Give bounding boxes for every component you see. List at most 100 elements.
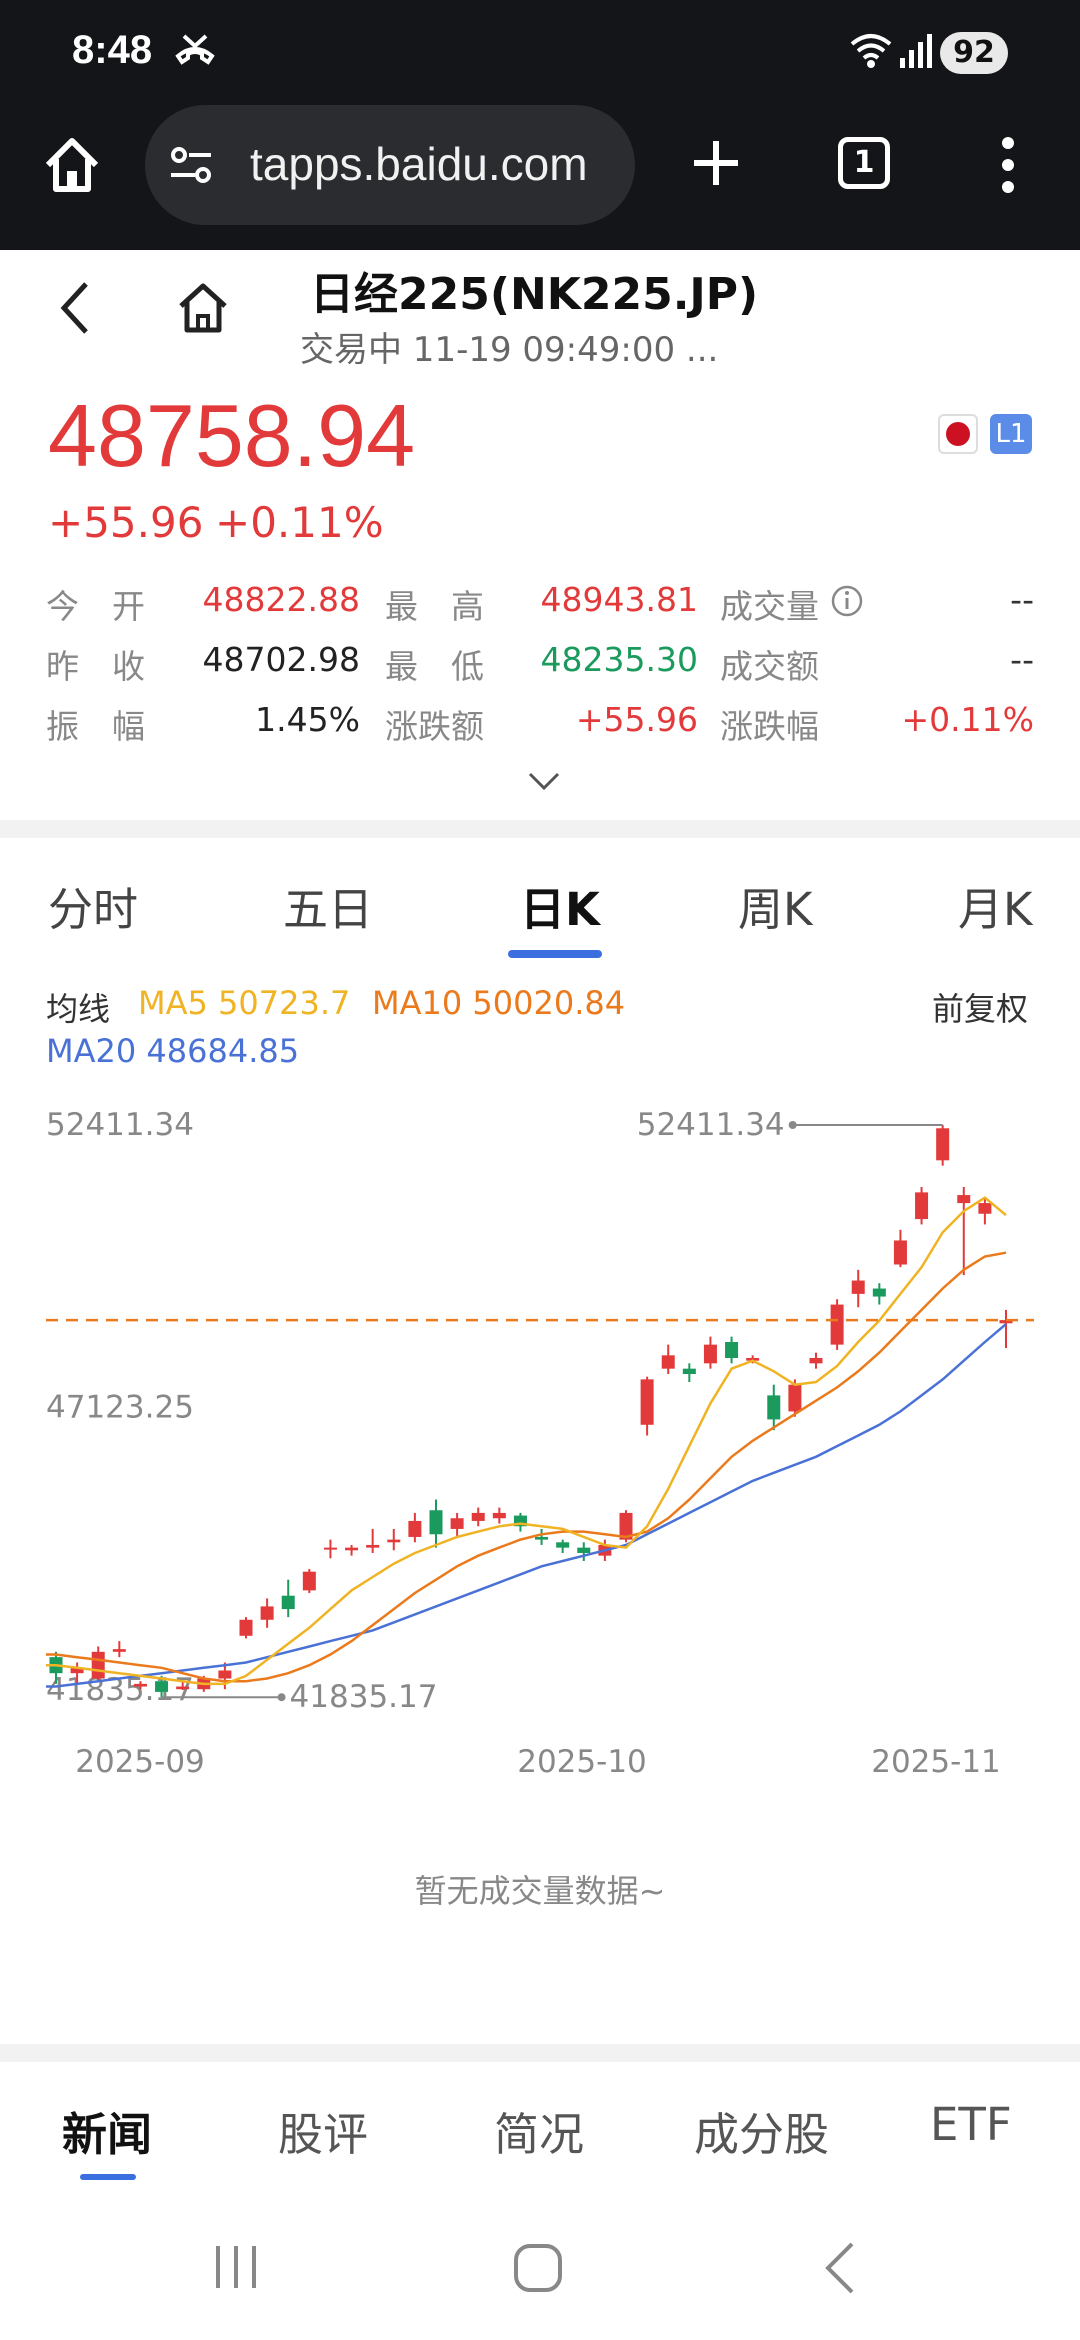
more-menu-icon[interactable] [996, 135, 1020, 199]
tab-daily-k[interactable]: 日K [520, 883, 600, 936]
expand-chevron-icon[interactable] [526, 770, 562, 798]
url-text[interactable]: tapps.baidu.com [250, 138, 588, 190]
tab-monthly-k[interactable]: 月K [958, 883, 1033, 936]
ma-lines-group [46, 1196, 1007, 1688]
prev-close-value: 48702.98 [202, 640, 360, 679]
x-axis-label-sep: 2025-09 [75, 1744, 205, 1780]
status-bar: 8:48 92 [0, 0, 1080, 105]
site-settings-icon[interactable] [167, 141, 217, 195]
tab-etf[interactable]: ETF [930, 2098, 1012, 2151]
amplitude-value: 1.45% [255, 700, 360, 739]
page-header: 日经225(NK225.JP) 交易中 11-19 09:49:00 ... [0, 250, 1080, 380]
candle-body [345, 1547, 359, 1551]
candle-body [809, 1357, 823, 1364]
price-change-pct: +0.11% [215, 498, 384, 547]
candle-body [91, 1651, 105, 1679]
high-value: 48943.81 [540, 580, 698, 619]
page-title: 日经225(NK225.JP) [310, 269, 759, 320]
ma-label: 均线 [46, 990, 111, 1028]
y-axis-label-max: 52411.34 [46, 1107, 194, 1143]
open-value: 48822.88 [202, 580, 360, 619]
level-badge[interactable]: L1 [990, 414, 1032, 454]
candle-body [513, 1515, 527, 1527]
ma10-value: MA10 50020.84 [372, 984, 626, 1022]
candle-body [915, 1192, 929, 1220]
tab-commentary[interactable]: 股评 [278, 2108, 369, 2161]
candle-body [323, 1547, 337, 1550]
change-pct-label: 涨跌幅 [720, 707, 819, 746]
info-icon[interactable] [830, 584, 864, 622]
change-amt-label: 涨跌额 [385, 707, 484, 746]
candle-body [936, 1128, 950, 1161]
candle-body [260, 1606, 274, 1620]
candle-body [682, 1368, 696, 1375]
candle-body [450, 1518, 464, 1529]
candle-body [408, 1520, 422, 1537]
candle-body [155, 1681, 169, 1692]
candle-body [830, 1304, 844, 1345]
x-axis-label-nov: 2025-11 [871, 1744, 1001, 1780]
signal-icon [898, 32, 934, 74]
kline-chart[interactable]: 52411.34 47123.25 41835.17 52411.34 4183… [0, 1080, 1080, 1800]
candle-body [999, 1320, 1013, 1324]
candle-body [577, 1547, 591, 1553]
change-amt-value: +55.96 [575, 700, 698, 739]
price-change: +55.96 [48, 498, 204, 547]
candle-body [218, 1670, 232, 1679]
home-nav-icon[interactable] [512, 2242, 564, 2298]
candle-body [725, 1341, 739, 1358]
recent-apps-icon[interactable] [212, 2242, 262, 2296]
max-annotation-dot [788, 1121, 797, 1129]
new-tab-icon[interactable] [688, 135, 744, 195]
candle-body [492, 1512, 506, 1519]
turnover-value: -- [1010, 640, 1034, 679]
back-nav-icon[interactable] [820, 2240, 860, 2300]
candle-body [70, 1667, 84, 1674]
low-value: 48235.30 [540, 640, 698, 679]
adjust-mode[interactable]: 前复权 [932, 990, 1029, 1028]
volume-empty-message: 暂无成交量数据~ [414, 1872, 666, 1910]
home-icon[interactable] [40, 133, 104, 201]
candle-body [387, 1539, 401, 1543]
tab-switcher-button[interactable]: 1 [838, 137, 890, 189]
prev-close-label: 昨 收 [46, 647, 145, 686]
candle-body [640, 1379, 654, 1425]
y-axis-label-mid: 47123.25 [46, 1390, 194, 1426]
missed-call-icon [172, 28, 218, 78]
volume-label: 成交量 [720, 587, 819, 626]
candle-body [788, 1384, 802, 1412]
candle-body [366, 1544, 380, 1548]
tab-intraday[interactable]: 分时 [48, 883, 139, 936]
trading-status: 交易中 11-19 09:49:00 ... [300, 330, 719, 370]
min-annotation: 41835.17 [290, 1679, 438, 1715]
tab-overview[interactable]: 简况 [494, 2108, 585, 2161]
tab-constituents[interactable]: 成分股 [694, 2108, 830, 2161]
tab-weekly-k[interactable]: 周K [738, 883, 813, 936]
candle-body [281, 1595, 295, 1610]
section-divider [0, 820, 1080, 838]
japan-flag-icon [938, 414, 978, 454]
candle-body [893, 1240, 907, 1265]
stats-grid: 今 开 48822.88 最 高 48943.81 成交量 -- 昨 收 487… [0, 580, 1080, 760]
ma5-value: MA5 50723.7 [138, 984, 351, 1022]
candle-body [302, 1571, 316, 1591]
section-divider-2 [0, 2044, 1080, 2062]
tab-news[interactable]: 新闻 [62, 2108, 153, 2161]
ma20-line [46, 1323, 1007, 1688]
ma20-value: MA20 48684.85 [46, 1032, 300, 1070]
volume-value: -- [1010, 580, 1034, 619]
max-annotation: 52411.34 [637, 1107, 785, 1143]
wifi-icon [848, 30, 894, 74]
ma10-line [46, 1251, 1007, 1683]
candle-body [746, 1357, 760, 1361]
candle-body [851, 1280, 865, 1294]
home-outline-icon[interactable] [175, 280, 231, 340]
min-annotation-dot [277, 1693, 286, 1702]
candle-body [957, 1195, 971, 1204]
address-bar[interactable]: tapps.baidu.com [145, 105, 635, 225]
candle-body [556, 1542, 570, 1548]
back-arrow-icon[interactable] [56, 278, 96, 342]
candle-body [661, 1355, 675, 1369]
tab-five-day[interactable]: 五日 [283, 883, 374, 936]
current-price: 48758.94 [48, 386, 416, 485]
